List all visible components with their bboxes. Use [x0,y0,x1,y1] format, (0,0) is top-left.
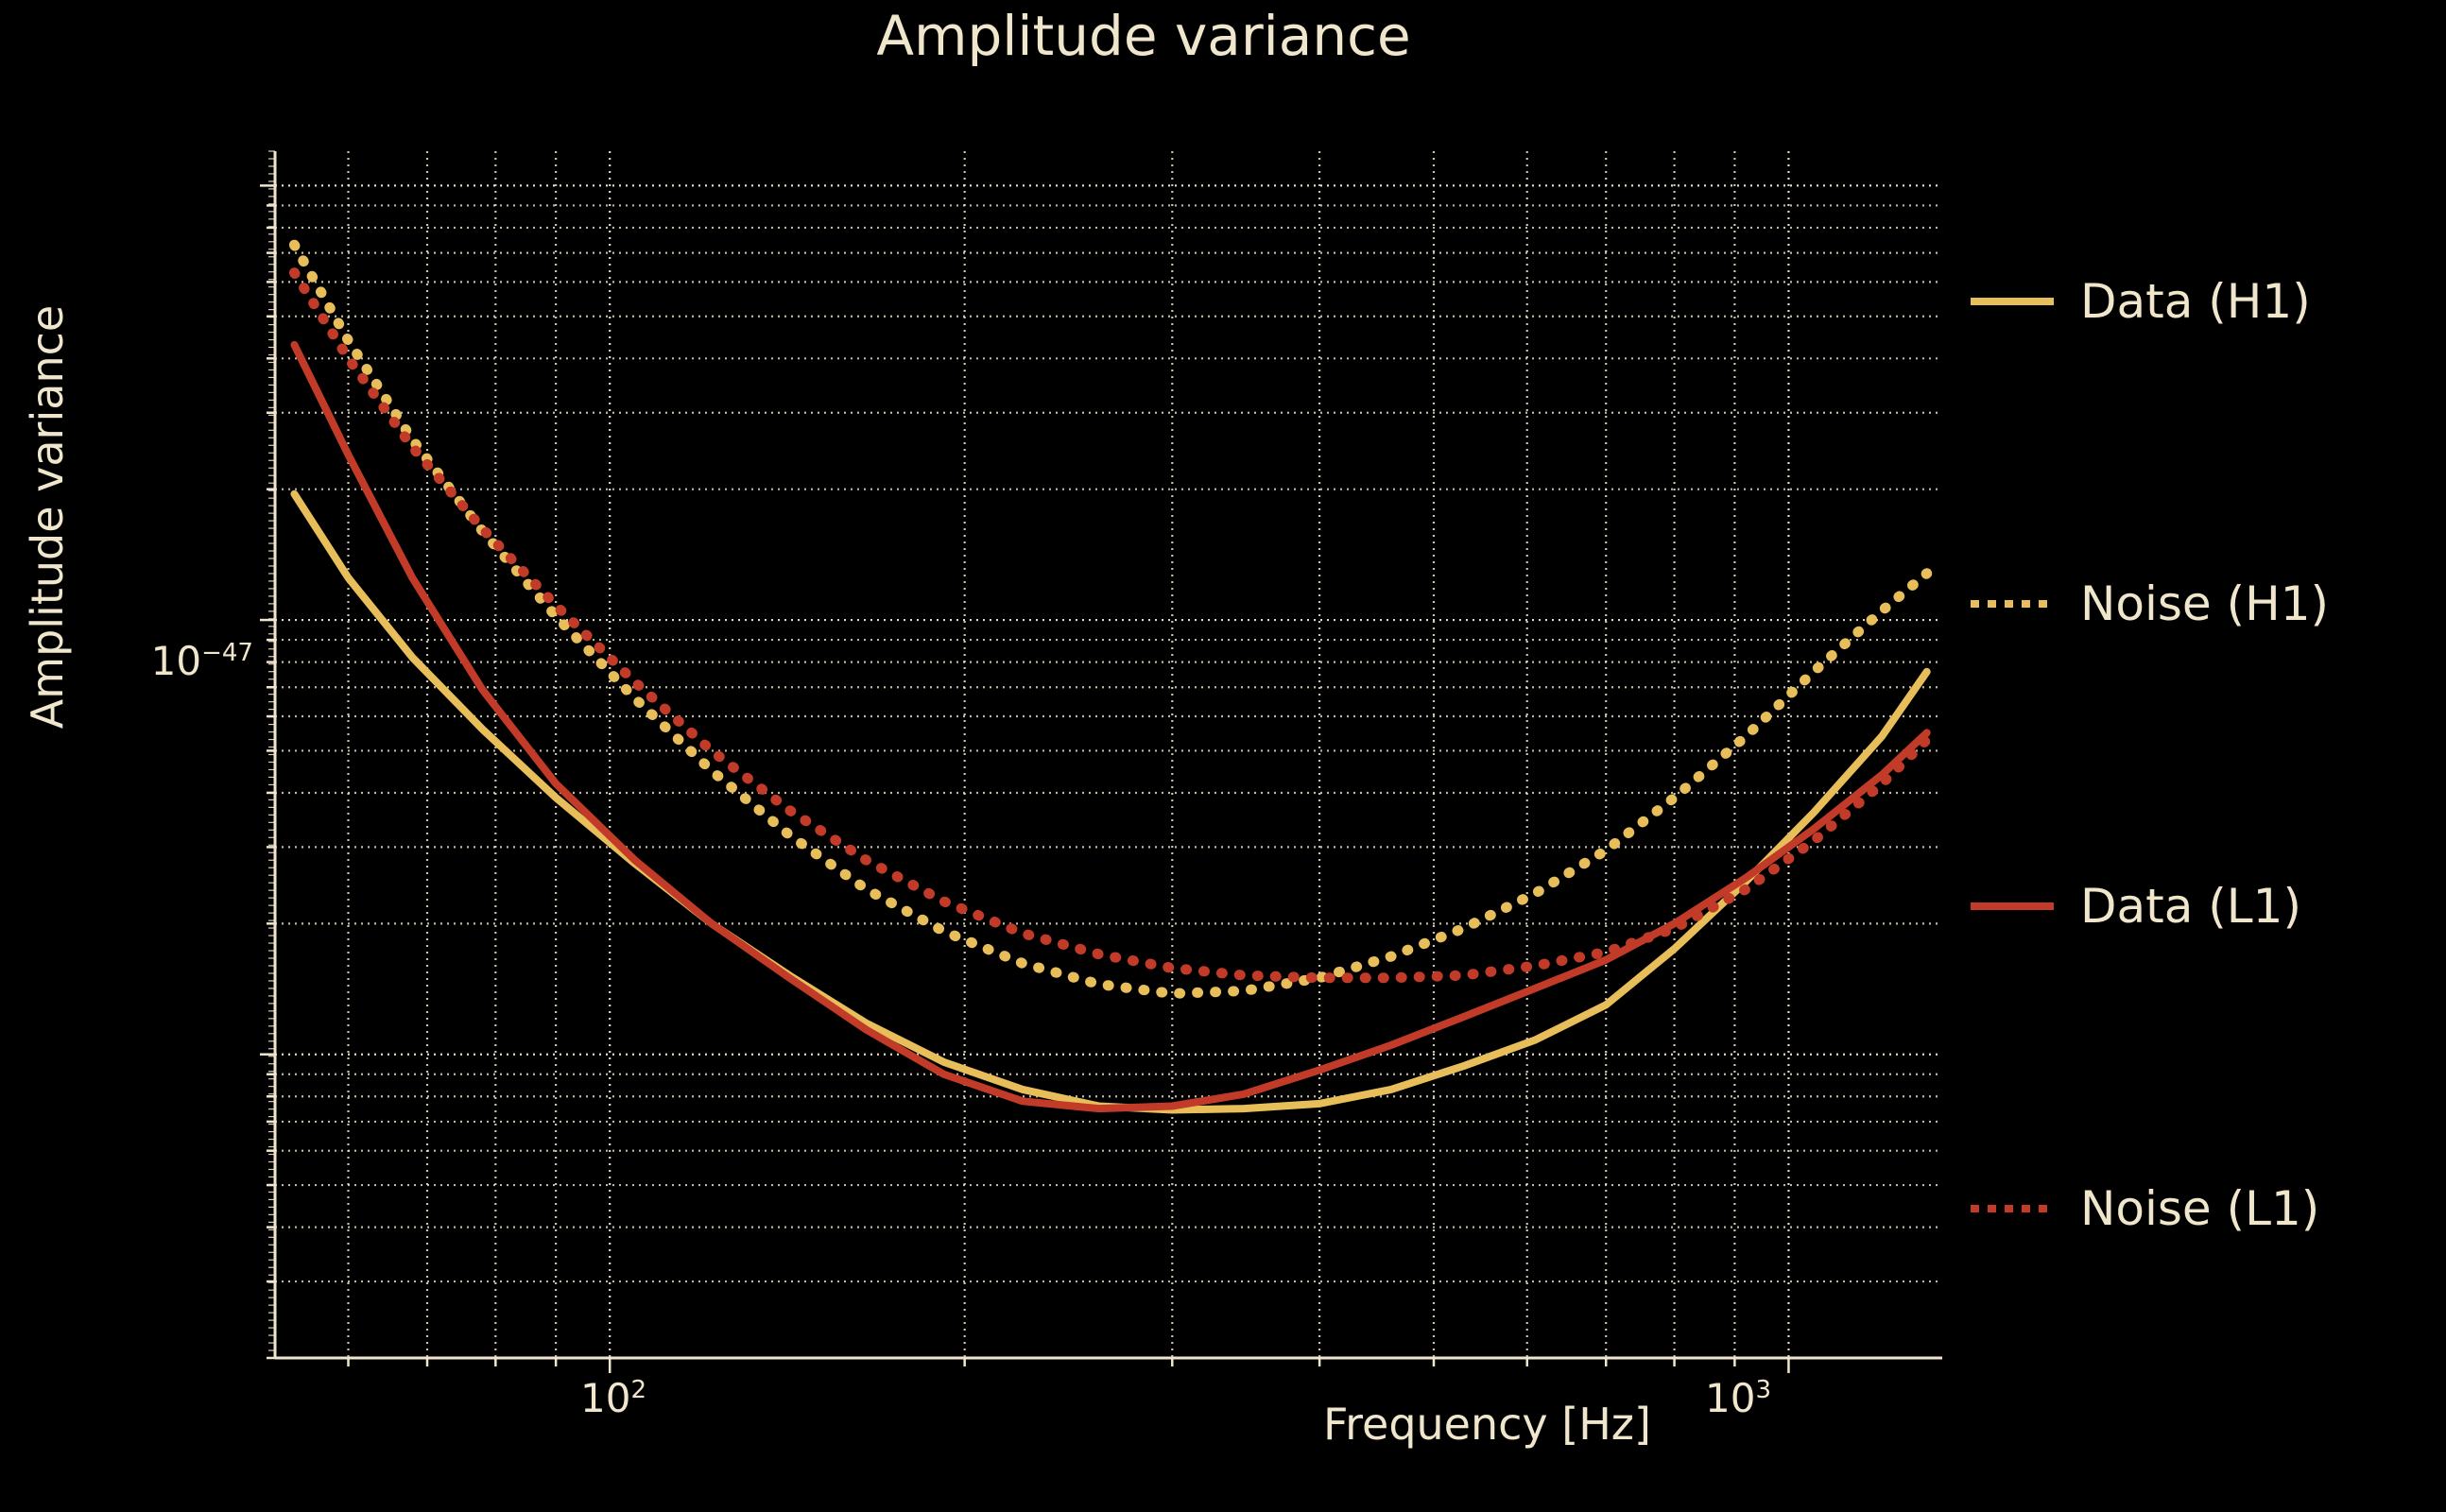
axis-ticks [260,150,1790,1373]
legend-swatch-icon [1971,902,2054,910]
legend-label: Noise (L1) [2080,1181,2320,1236]
legend-item-noise-l1[interactable]: Noise (L1) [1971,1176,2319,1242]
x-axis-label: Frequency [Hz] [1323,1399,1651,1450]
data-curves [288,239,1933,1114]
legend-swatch-icon [1971,298,2054,305]
legend-label: Data (L1) [2080,879,2301,934]
legend-item-data-h1[interactable]: Data (H1) [1971,268,2311,335]
chart-title: Amplitude variance [876,4,1411,68]
axis-spines [273,151,1942,1360]
legend-label: Data (H1) [2080,274,2311,329]
x-tick-label-1000: 103 [1705,1375,1772,1421]
legend-item-noise-h1[interactable]: Noise (H1) [1971,571,2329,637]
legend-swatch-icon [1971,600,2054,608]
y-tick-label: 10−47 [150,638,253,684]
gridlines [275,151,1942,1360]
legend-label: Noise (H1) [2080,576,2330,631]
x-tick-label-100: 102 [580,1375,647,1421]
legend-item-data-l1[interactable]: Data (L1) [1971,873,2301,939]
legend-swatch-icon [1971,1205,2054,1212]
